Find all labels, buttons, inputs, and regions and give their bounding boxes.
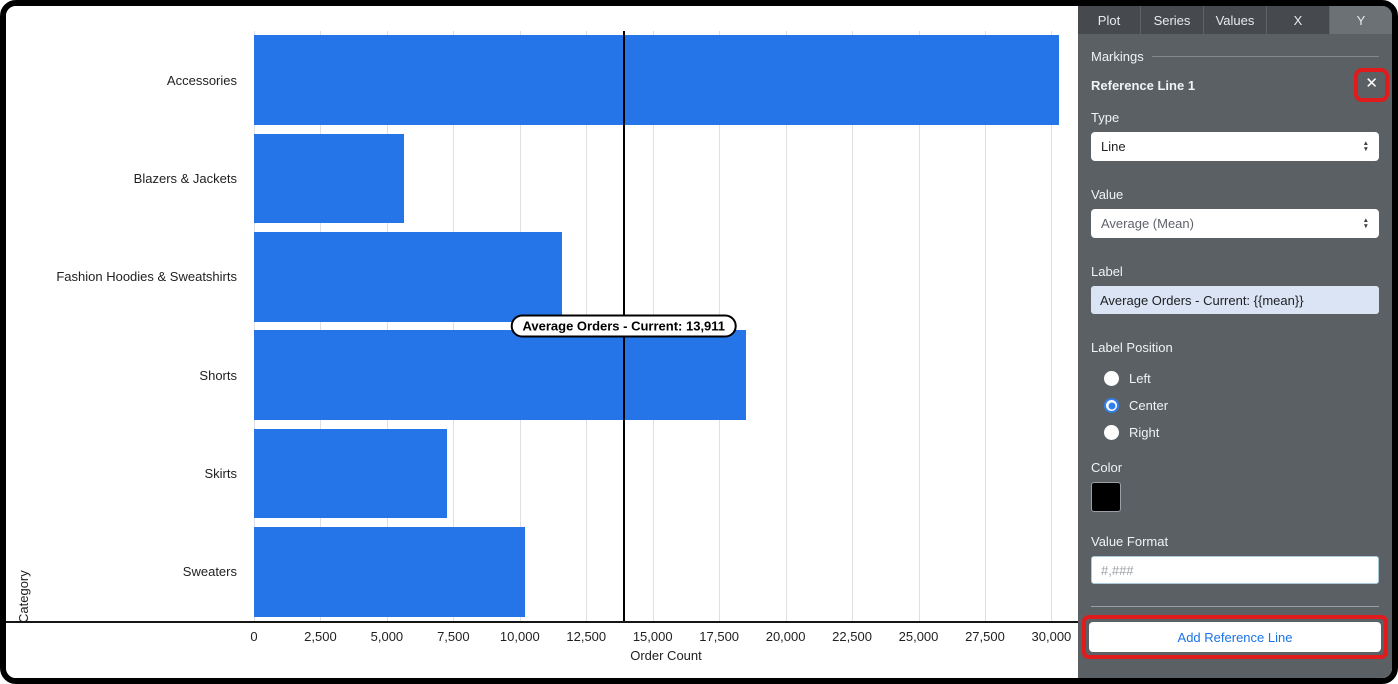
x-tick-label: 17,500 <box>699 629 740 644</box>
label-field-label: Label <box>1091 264 1123 279</box>
bar <box>254 133 405 224</box>
chart-panel: Category Accessories Blazers & Jackets Fas… <box>6 6 1078 678</box>
panel-divider <box>1091 606 1379 607</box>
radio-label: Left <box>1129 371 1151 386</box>
x-tick-label: 30,000 <box>1031 629 1072 644</box>
bar-track <box>254 523 1078 621</box>
settings-panel: Plot Series Values X Y Markings Reference Li… <box>1078 6 1392 678</box>
annotation-highlight-button: Add Reference Line <box>1082 615 1388 659</box>
x-tick-label: 22,500 <box>832 629 872 644</box>
tab-values[interactable]: Values <box>1204 6 1267 34</box>
x-tick-label: 27,500 <box>965 629 1005 644</box>
x-axis: 0 2,500 5,000 7,500 10,000 12,500 15,000 17,500… <box>250 623 1078 663</box>
gridline <box>852 31 854 621</box>
bar-row: Skirts <box>6 424 1078 522</box>
reference-line-header: Reference Line 1 ✕ <box>1091 68 1389 102</box>
gridline <box>918 31 920 621</box>
bar-row: Blazers & Jackets <box>6 129 1078 227</box>
markings-section-header: Markings <box>1091 49 1379 64</box>
gridline <box>254 31 255 621</box>
radio-label: Center <box>1129 398 1169 413</box>
radio-option-center[interactable]: Center <box>1104 392 1379 419</box>
category-label: Skirts <box>204 465 238 481</box>
type-dropdown-value: Line <box>1101 139 1126 154</box>
x-tick-labels: 0 2,500 5,000 7,500 10,000 12,500 15,000 17,500… <box>250 623 1078 645</box>
gridline <box>1051 31 1053 621</box>
gridline <box>453 31 455 621</box>
color-swatch[interactable] <box>1091 482 1121 512</box>
value-label: Value <box>1091 187 1124 202</box>
x-tick-label: 20,000 <box>765 629 806 644</box>
section-rule <box>1151 56 1379 57</box>
markings-heading: Markings <box>1091 49 1144 64</box>
tab-x[interactable]: X <box>1267 6 1330 34</box>
value-dropdown-value: Average (Mean) <box>1101 216 1194 231</box>
bar-row: Sweaters <box>6 523 1078 621</box>
radio-label: Right <box>1129 425 1160 440</box>
category-label: Accessories <box>166 72 237 88</box>
category-label: Fashion Hoodies & Sweatshirts <box>56 269 237 285</box>
type-dropdown[interactable]: Line ▲ ▼ <box>1091 132 1379 161</box>
updown-arrows-icon: ▲ ▼ <box>1362 140 1369 153</box>
value-format-label: Value Format <box>1091 534 1169 549</box>
gridline <box>386 31 388 621</box>
x-tick-label: 15,000 <box>632 629 673 644</box>
x-tick-label: 2,500 <box>304 629 337 644</box>
bar-track <box>254 326 1078 424</box>
bar-track <box>254 31 1078 129</box>
tab-plot[interactable]: Plot <box>1078 6 1141 34</box>
value-dropdown[interactable]: Average (Mean) ▲ ▼ <box>1091 209 1379 238</box>
category-label: Sweaters <box>182 564 237 580</box>
label-position-label: Label Position <box>1091 340 1173 355</box>
label-input[interactable] <box>1091 286 1379 314</box>
bar <box>254 330 746 420</box>
reference-line-title: Reference Line 1 <box>1091 77 1196 93</box>
tab-series[interactable]: Series <box>1141 6 1204 34</box>
bar <box>254 232 563 322</box>
gridline <box>984 31 986 621</box>
bar-track <box>254 129 1078 227</box>
radio-option-left[interactable]: Left <box>1104 365 1379 392</box>
label-position-radios: Left Center Right <box>1091 365 1379 446</box>
add-reference-line-button[interactable]: Add Reference Line <box>1089 622 1381 652</box>
x-tick-label: 10,000 <box>499 629 540 644</box>
x-tick-label: 7,500 <box>437 629 470 644</box>
radio-option-right[interactable]: Right <box>1104 419 1379 446</box>
category-label: Shorts <box>199 367 237 383</box>
bar-row: Accessories <box>6 31 1078 129</box>
bar <box>254 35 1060 125</box>
bar-row: Shorts <box>6 326 1078 424</box>
radio-button[interactable] <box>1104 371 1119 386</box>
radio-button[interactable] <box>1104 398 1119 413</box>
gridline <box>320 31 322 621</box>
gridline <box>785 31 787 621</box>
panel-tabs: Plot Series Values X Y <box>1078 6 1392 34</box>
panel-body: Markings Reference Line 1 ✕ Type Line ▲ ▼… <box>1078 34 1392 678</box>
type-label: Type <box>1091 110 1120 125</box>
x-tick-label: 12,500 <box>566 629 607 644</box>
x-axis-title: Order Count <box>630 648 702 663</box>
bar-track <box>254 424 1078 522</box>
radio-button[interactable] <box>1104 425 1119 440</box>
bar-track <box>254 228 1078 326</box>
color-label: Color <box>1091 460 1123 475</box>
x-tick-label: 5,000 <box>370 629 404 644</box>
x-tick-label: 0 <box>250 629 258 644</box>
tab-y[interactable]: Y <box>1330 6 1392 34</box>
value-format-input[interactable] <box>1091 556 1379 584</box>
x-tick-label: 25,000 <box>898 629 939 644</box>
bar <box>254 428 447 519</box>
updown-arrows-icon: ▲ ▼ <box>1362 217 1369 230</box>
category-label: Blazers & Jackets <box>133 170 237 186</box>
bar <box>254 527 526 617</box>
plot-area: Accessories Blazers & Jackets Fashion Hood… <box>6 31 1078 623</box>
annotation-highlight-close: ✕ <box>1354 68 1389 102</box>
bar-rows: Accessories Blazers & Jackets Fashion Hood… <box>6 31 1078 621</box>
bar-row: Fashion Hoodies & Sweatshirts <box>6 228 1078 326</box>
close-icon[interactable]: ✕ <box>1365 75 1378 92</box>
